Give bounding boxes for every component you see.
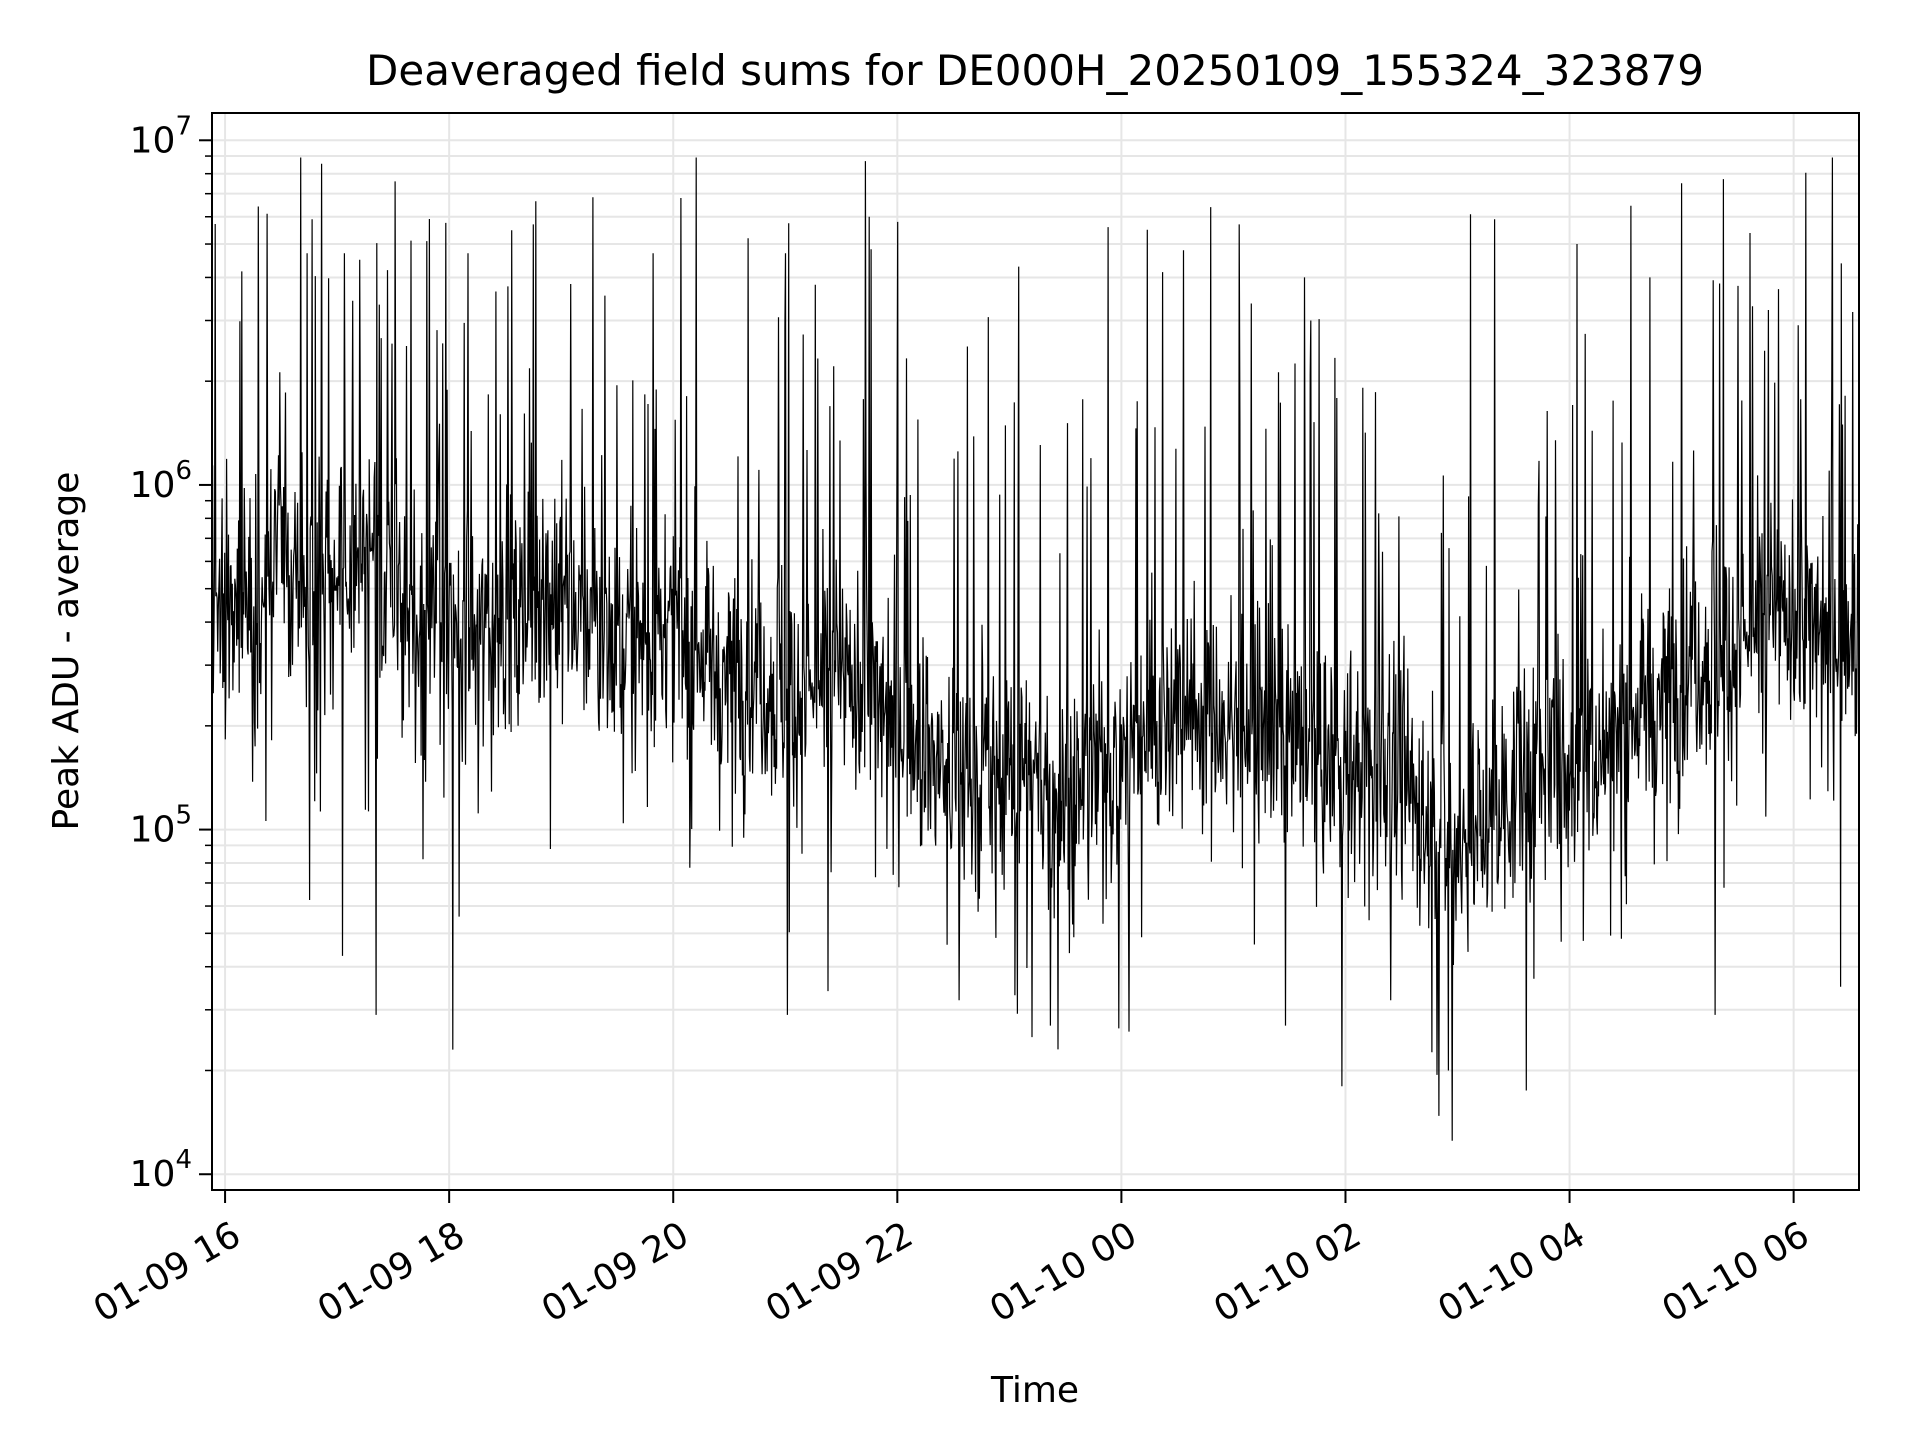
y-tick-label: 105 <box>130 801 192 851</box>
data-layer <box>211 157 1860 1141</box>
series-line <box>211 157 1860 1141</box>
plot-frame <box>211 112 1860 1191</box>
y-tick-label: 107 <box>130 111 192 161</box>
y-tick-label: 106 <box>130 456 192 506</box>
chart-title: Deaveraged field sums for DE000H_2025010… <box>366 46 1704 95</box>
y-axis-label: Peak ADU - average <box>46 472 87 831</box>
x-axis-label: Time <box>990 1370 1079 1411</box>
y-tick-label: 104 <box>130 1145 192 1195</box>
